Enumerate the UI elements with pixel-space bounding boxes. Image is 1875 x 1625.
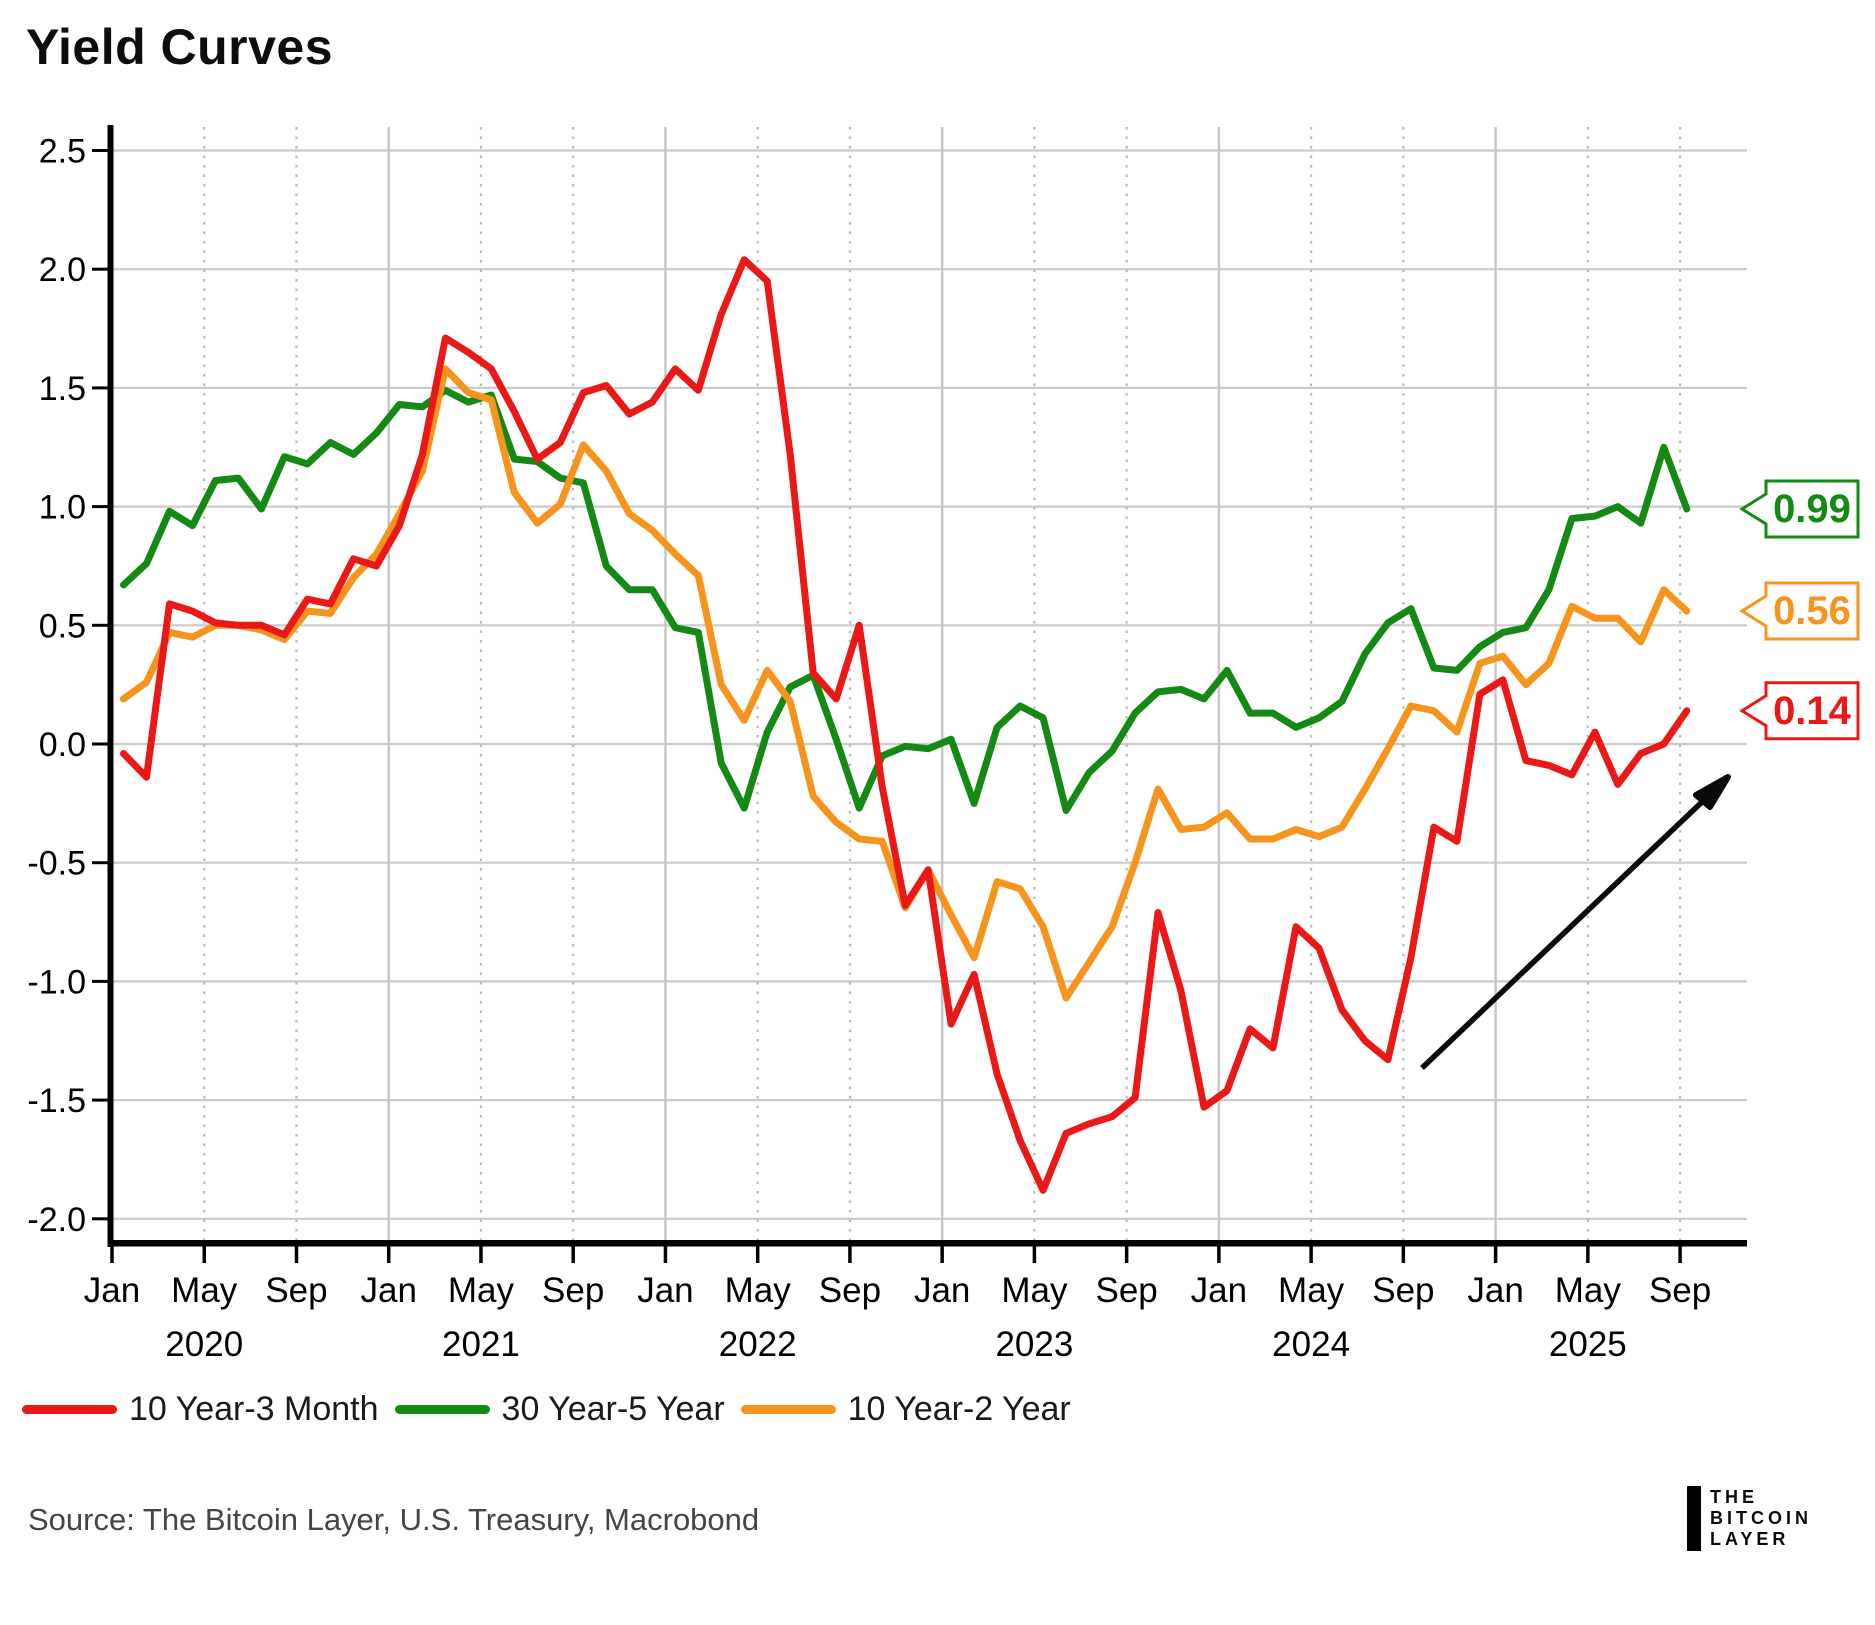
year-label: 2021 — [442, 1325, 520, 1364]
x-tick-label: Sep — [1372, 1271, 1434, 1310]
x-tick-label: Jan — [637, 1271, 693, 1310]
y-tick-label: 1.5 — [39, 370, 86, 408]
year-label: 2020 — [165, 1325, 243, 1364]
legend-swatch-orange — [740, 1405, 836, 1414]
y-tick-label: -0.5 — [27, 845, 86, 883]
legend-item-10y-3m: 10 Year-3 Month — [22, 1390, 379, 1429]
end-label-value: 0.56 — [1773, 589, 1851, 633]
x-tick-label: Jan — [1467, 1271, 1523, 1310]
end-label-box-0.99 — [1739, 479, 1860, 539]
logo-line-bitcoin: BITCOIN — [1710, 1508, 1812, 1528]
y-tick-label: 2.5 — [39, 133, 86, 171]
y-tick-label: -1.0 — [27, 963, 86, 1001]
logo-text: THE BITCOIN LAYER — [1710, 1486, 1812, 1551]
source-attribution: Source: The Bitcoin Layer, U.S. Treasury… — [28, 1502, 760, 1537]
legend-label: 10 Year-3 Month — [129, 1390, 379, 1428]
legend-label: 10 Year-2 Year — [847, 1390, 1071, 1428]
year-label: 2025 — [1549, 1325, 1627, 1364]
the-bitcoin-layer-logo: THE BITCOIN LAYER — [1687, 1486, 1812, 1551]
x-tick-label: May — [1278, 1271, 1345, 1310]
end-label-value: 0.14 — [1773, 689, 1852, 733]
logo-line-the: THE — [1710, 1487, 1758, 1507]
x-tick-label: May — [171, 1271, 238, 1310]
series-line-10-year-3-month — [120, 256, 1691, 1194]
x-tick-label: Sep — [1649, 1271, 1711, 1310]
x-tick-label: May — [1555, 1271, 1622, 1310]
x-tick-label: Jan — [84, 1271, 140, 1310]
x-tick-label: Sep — [1095, 1271, 1157, 1310]
chart-legend: 10 Year-3 Month 30 Year-5 Year 10 Year-2… — [22, 1390, 1071, 1429]
legend-label: 30 Year-5 Year — [501, 1390, 725, 1428]
x-tick-label: Jan — [1191, 1271, 1247, 1310]
legend-item-30y-5y: 30 Year-5 Year — [394, 1390, 725, 1429]
y-tick-label: -1.5 — [27, 1082, 86, 1120]
page-title: Yield Curves — [26, 19, 334, 75]
y-tick-label: -2.0 — [27, 1201, 86, 1239]
end-label-box-0.14 — [1739, 681, 1860, 741]
logo-bar — [1687, 1486, 1701, 1551]
series-line-30-year-5-year — [120, 386, 1691, 814]
y-tick-label: 0.0 — [39, 726, 86, 764]
x-tick-label: May — [725, 1271, 792, 1310]
year-label: 2024 — [1272, 1325, 1350, 1364]
year-label: 2022 — [719, 1325, 797, 1364]
legend-swatch-green — [394, 1405, 490, 1414]
trend-arrow-shaft — [1420, 799, 1705, 1070]
x-tick-label: Sep — [265, 1271, 327, 1310]
x-tick-label: Jan — [361, 1271, 417, 1310]
logo-line-layer: LAYER — [1710, 1529, 1790, 1549]
x-axis-line — [107, 1240, 1747, 1247]
y-axis-line — [107, 125, 114, 1247]
x-tick-label: May — [1001, 1271, 1068, 1310]
x-tick-label: Jan — [914, 1271, 970, 1310]
end-label-box-0.56 — [1739, 581, 1860, 641]
y-tick-label: 0.5 — [39, 607, 86, 645]
y-tick-label: 1.0 — [39, 489, 86, 527]
legend-item-10y-2y: 10 Year-2 Year — [740, 1390, 1071, 1429]
y-tick-label: 2.0 — [39, 251, 86, 289]
x-tick-label: Sep — [819, 1271, 881, 1310]
year-label: 2023 — [995, 1325, 1073, 1364]
x-tick-label: May — [448, 1271, 515, 1310]
legend-swatch-red — [22, 1405, 117, 1414]
x-tick-label: Sep — [542, 1271, 604, 1310]
trend-arrow-head — [1693, 774, 1731, 810]
end-label-value: 0.99 — [1773, 487, 1851, 531]
